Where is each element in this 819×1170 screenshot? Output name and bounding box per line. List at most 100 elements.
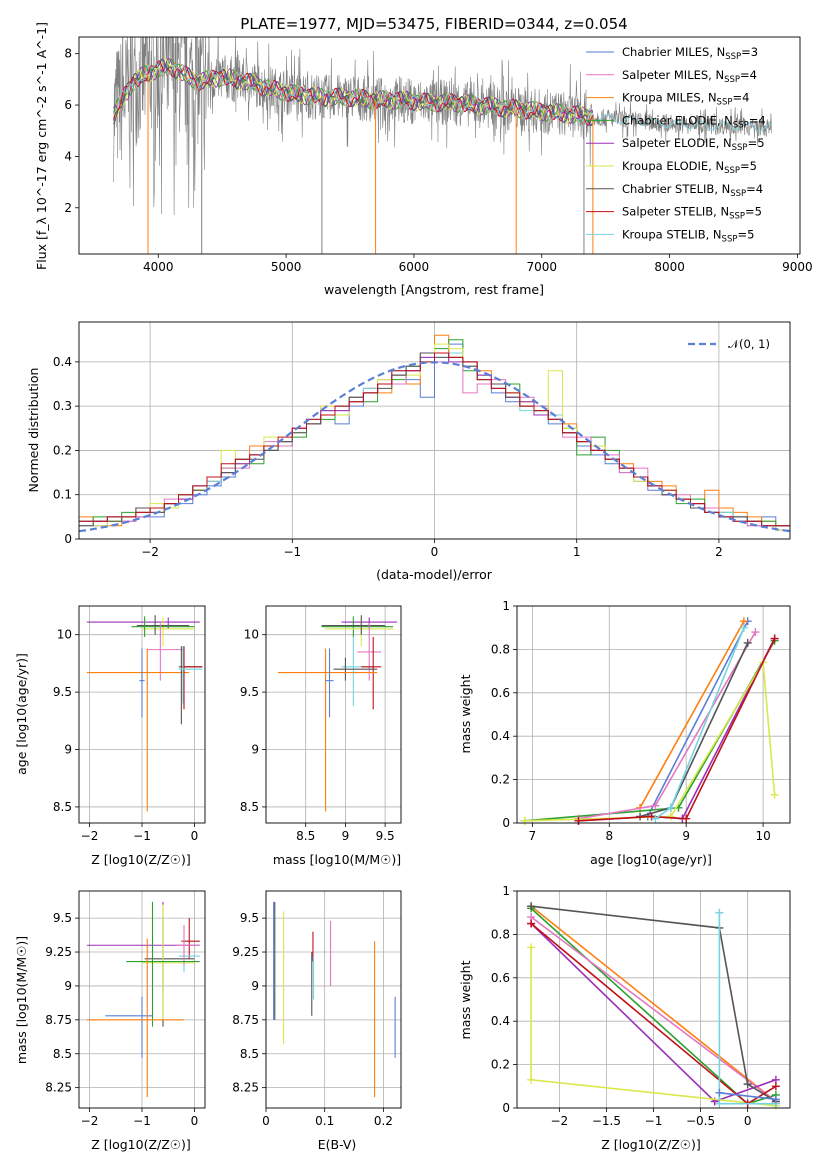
weight-point-marker <box>743 638 752 647</box>
weightage-frame <box>516 605 791 824</box>
massz-xtick-label: 0 <box>191 1114 199 1128</box>
weight-series-line <box>639 620 745 809</box>
legend-label: Kroupa MILES, NSSP=4 <box>622 91 749 108</box>
legend-subscript: SSP <box>725 52 741 62</box>
weightz-ylabel: mass weight <box>458 960 473 1039</box>
weight-point-marker <box>715 1088 724 1097</box>
agemass-ytick-label: 9.5 <box>240 685 259 699</box>
weightage-xlabel: age [log10(age/yr)] <box>590 852 712 867</box>
weight-series-line <box>639 642 749 818</box>
weightz-ytick-label: 0.2 <box>491 1058 510 1072</box>
residual-histogram-panel: (data-model)/error Normed distribution −… <box>26 321 791 582</box>
weight-point-marker <box>715 1099 724 1108</box>
normal-curve-line <box>79 361 790 533</box>
weight-vs-z-panel: Z [log10(Z/Z☉)] mass weight −2 −1.5 −1 −0.5… <box>458 884 791 1152</box>
weightage-ytick-label: 1 <box>502 599 510 613</box>
legend-label: Kroupa STELIB, NSSP=5 <box>622 227 754 244</box>
weightage-lines <box>520 617 779 825</box>
massz-xlabel: Z [log10(Z/Z☉)] <box>91 1137 191 1152</box>
hist-xtick-label: −2 <box>141 545 159 559</box>
agez-xtick-label: −2 <box>81 829 99 843</box>
weight-point-marker <box>751 628 760 637</box>
weightz-ytick-label: 1 <box>502 884 510 898</box>
spectrum-ytick-label: 4 <box>64 149 72 163</box>
hist-steps <box>79 334 790 533</box>
massebv-ytick-label: 9.5 <box>240 911 259 925</box>
spectrum-traces <box>113 37 773 254</box>
agez-ytick-label: 9 <box>64 743 72 757</box>
hist-ytick-label: 0.2 <box>53 443 72 457</box>
weightage-xtick-label: 7 <box>529 829 537 843</box>
legend-value: =4 <box>740 68 757 82</box>
weight-point-marker <box>520 816 529 825</box>
massz-ylabel: mass [log10(M/M☉)] <box>14 936 29 1064</box>
legend-value: =5 <box>737 227 754 241</box>
weight-series-line <box>578 631 757 820</box>
agemass-xtick-label: 9 <box>342 829 350 843</box>
legend-value: =5 <box>748 136 765 150</box>
weightage-ylabel: mass weight <box>458 674 473 753</box>
legend-label: Salpeter ELODIE, NSSP=5 <box>622 136 765 153</box>
hist-xlabel: (data-model)/error <box>376 567 493 582</box>
legend-label: Chabrier STELIB, NSSP=4 <box>622 182 763 199</box>
agemass-xtick-label: 9.5 <box>376 829 395 843</box>
massebv-ytick-label: 8.75 <box>232 1013 259 1027</box>
weightz-xtick-label: −2 <box>551 1114 569 1128</box>
massz-ytick-label: 8.5 <box>53 1047 72 1061</box>
agemass-xtick-label: 8.5 <box>296 829 315 843</box>
weight-point-marker <box>666 803 675 812</box>
mass-vs-ebv-panel: E(B-V) 0 0.1 0.2 8.25 8.5 8.75 9 9.25 9.5 <box>232 890 402 1152</box>
weight-series-line <box>646 620 749 817</box>
weight-point-marker <box>715 908 724 917</box>
massz-frame <box>78 890 206 1109</box>
spectrum-panel: PLATE=1977, MJD=53475, FIBERID=0344, z=0… <box>34 15 813 297</box>
weight-series-line <box>530 916 777 1103</box>
massebv-xlabel: E(B-V) <box>318 1137 357 1152</box>
massz-ytick-label: 8.25 <box>45 1081 72 1095</box>
weightage-ytick-label: 0.8 <box>491 642 510 656</box>
weightz-ytick-label: 0.8 <box>491 927 510 941</box>
weightage-ytick-label: 0.4 <box>491 729 510 743</box>
massebv-xtick-label: 0 <box>262 1114 270 1128</box>
spectrum-title: PLATE=1977, MJD=53475, FIBERID=0344, z=0… <box>240 15 627 33</box>
agez-xlabel: Z [log10(Z/Z☉)] <box>91 852 191 867</box>
agez-errorbars <box>86 615 203 812</box>
weight-vs-age-panel: age [log10(age/yr)] mass weight 7 8 9 10 0 0.… <box>458 599 791 867</box>
weight-point-marker <box>770 790 779 799</box>
hist-xtick-label: −1 <box>283 545 301 559</box>
weightz-frame <box>516 890 791 1109</box>
agez-ytick-label: 9.5 <box>53 685 72 699</box>
legend-subscript: SSP <box>730 189 746 199</box>
massebv-ytick-label: 9 <box>251 979 259 993</box>
massebv-errorbars <box>273 901 396 1098</box>
weight-point-marker <box>666 812 675 821</box>
spectrum-legend: Chabrier MILES, NSSP=3 Salpeter MILES, NS… <box>586 45 766 244</box>
weight-point-marker <box>527 943 536 952</box>
legend-label: Salpeter STELIB, NSSP=5 <box>622 205 762 222</box>
hist-ytick-label: 0.4 <box>53 355 72 369</box>
weightz-xlabel: Z [log10(Z/Z☉)] <box>601 1137 701 1152</box>
legend-subscript: SSP <box>732 143 748 153</box>
legend-label: Chabrier MILES, NSSP=3 <box>622 45 758 62</box>
weightage-xtick-label: 10 <box>755 829 770 843</box>
hist-ytick-label: 0 <box>64 532 72 546</box>
age-vs-mass-panel: mass [log10(M/M☉)] 8.5 9 9.5 8.5 9 9.5 10 <box>240 605 402 867</box>
hist-ytick-label: 0.3 <box>53 399 72 413</box>
massebv-xtick-label: 0.2 <box>374 1114 393 1128</box>
weightage-ytick-label: 0.2 <box>491 773 510 787</box>
spectrum-xtick-label: 6000 <box>399 260 430 274</box>
agez-ytick-label: 10 <box>57 628 72 642</box>
model-spectrum-line <box>592 113 773 132</box>
spectrum-ytick-label: 8 <box>64 47 72 61</box>
weightz-xtick-label: 0 <box>744 1114 752 1128</box>
weightz-ytick-label: 0.4 <box>491 1014 510 1028</box>
weightage-ytick-label: 0.6 <box>491 686 510 700</box>
weight-series-line <box>719 1092 776 1101</box>
spectrum-xlabel: wavelength [Angstrom, rest frame] <box>324 282 544 297</box>
spectrum-xtick-label: 8000 <box>654 260 685 274</box>
weightz-lines <box>527 902 780 1110</box>
age-vs-z-panel: Z [log10(Z/Z☉)] age [log10(age/yr)] −2 −1… <box>14 605 206 867</box>
weight-point-marker <box>771 1082 780 1091</box>
hist-series-step <box>79 352 790 527</box>
legend-label: Chabrier ELODIE, NSSP=4 <box>622 113 766 130</box>
